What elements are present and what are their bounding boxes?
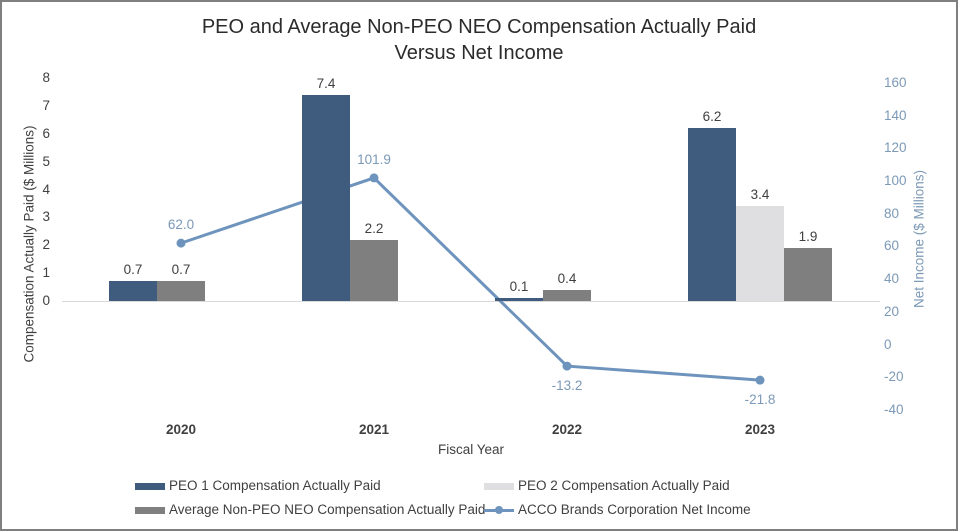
bar-value-label: 7.4 [316, 75, 336, 91]
bar-light_gray [736, 206, 784, 301]
bar-value-label: 0.7 [171, 262, 191, 278]
left-axis-tick: 8 [42, 70, 50, 85]
legend-swatch-marker [495, 506, 503, 514]
legend-label: PEO 1 Compensation Actually Paid [169, 478, 381, 493]
right-axis-tick: -20 [884, 369, 904, 385]
line-point-label: -21.8 [744, 392, 776, 408]
left-axis-tick: 0 [42, 293, 50, 308]
right-axis-tick: 80 [884, 205, 900, 221]
bar-gray [543, 289, 591, 301]
legend-swatch-bar [135, 482, 165, 490]
line-point-label: 101.9 [357, 151, 391, 167]
bar-value-label: 1.9 [798, 229, 818, 245]
chart-title: PEO and Average Non-PEO NEO Compensation… [2, 14, 956, 66]
line-point-label: 62.0 [167, 217, 195, 233]
legend-label: PEO 2 Compensation Actually Paid [518, 478, 730, 493]
line-marker [176, 238, 186, 248]
bar-navy [495, 298, 543, 301]
bar-gray [157, 281, 205, 301]
x-axis-title: Fiscal Year [437, 442, 505, 457]
left-axis-tick: 3 [42, 209, 50, 225]
right-axis-tick: -40 [884, 401, 904, 417]
legend-label: Average Non-PEO NEO Compensation Actuall… [169, 502, 486, 517]
bar-value-label: 2.2 [364, 220, 384, 236]
x-axis-label: 2022 [551, 422, 583, 437]
line-marker [562, 361, 572, 371]
left-axis-tick: 4 [42, 181, 50, 197]
legend-label: ACCO Brands Corporation Net Income [518, 502, 751, 517]
right-axis-tick: 60 [884, 238, 900, 254]
right-axis-tick: 160 [884, 74, 907, 90]
line-point-label: -13.2 [551, 378, 583, 394]
zero-gridline [62, 301, 880, 302]
x-axis-label: 2023 [744, 422, 776, 437]
bar-value-label: 0.4 [557, 270, 577, 286]
bar-value-label: 0.1 [509, 279, 529, 295]
bar-navy [109, 281, 157, 301]
bar-value-label: 3.4 [750, 187, 770, 203]
line-marker [369, 173, 379, 183]
right-axis-tick: 120 [884, 140, 907, 156]
legend-swatch-bar [484, 482, 514, 490]
bar-navy [688, 128, 736, 301]
net-income-polyline [180, 176, 761, 382]
right-axis-tick: 100 [884, 173, 907, 188]
left-axis-tick: 7 [42, 97, 50, 113]
legend-swatch-bar [135, 506, 165, 514]
left-axis-tick: 1 [42, 265, 50, 281]
right-axis-tick: 20 [884, 303, 900, 319]
left-axis-tick: 5 [42, 153, 50, 169]
left-axis-tick: 6 [42, 125, 50, 141]
left-axis-tick: 2 [42, 237, 50, 253]
x-axis-label: 2020 [165, 422, 197, 437]
right-axis-tick: 0 [884, 336, 892, 352]
bar-value-label: 6.2 [702, 109, 722, 125]
chart-title-line1: PEO and Average Non-PEO NEO Compensation… [201, 16, 757, 38]
right-axis-tick: 140 [884, 107, 907, 123]
x-axis-label: 2021 [358, 422, 390, 437]
chart-title-line2: Versus Net Income [394, 42, 564, 64]
bar-value-label: 0.7 [123, 262, 143, 278]
right-axis-tick: 40 [884, 271, 900, 287]
line-marker [755, 375, 765, 385]
bar-navy [302, 94, 350, 301]
bar-gray [784, 248, 832, 301]
bar-gray [350, 239, 398, 301]
